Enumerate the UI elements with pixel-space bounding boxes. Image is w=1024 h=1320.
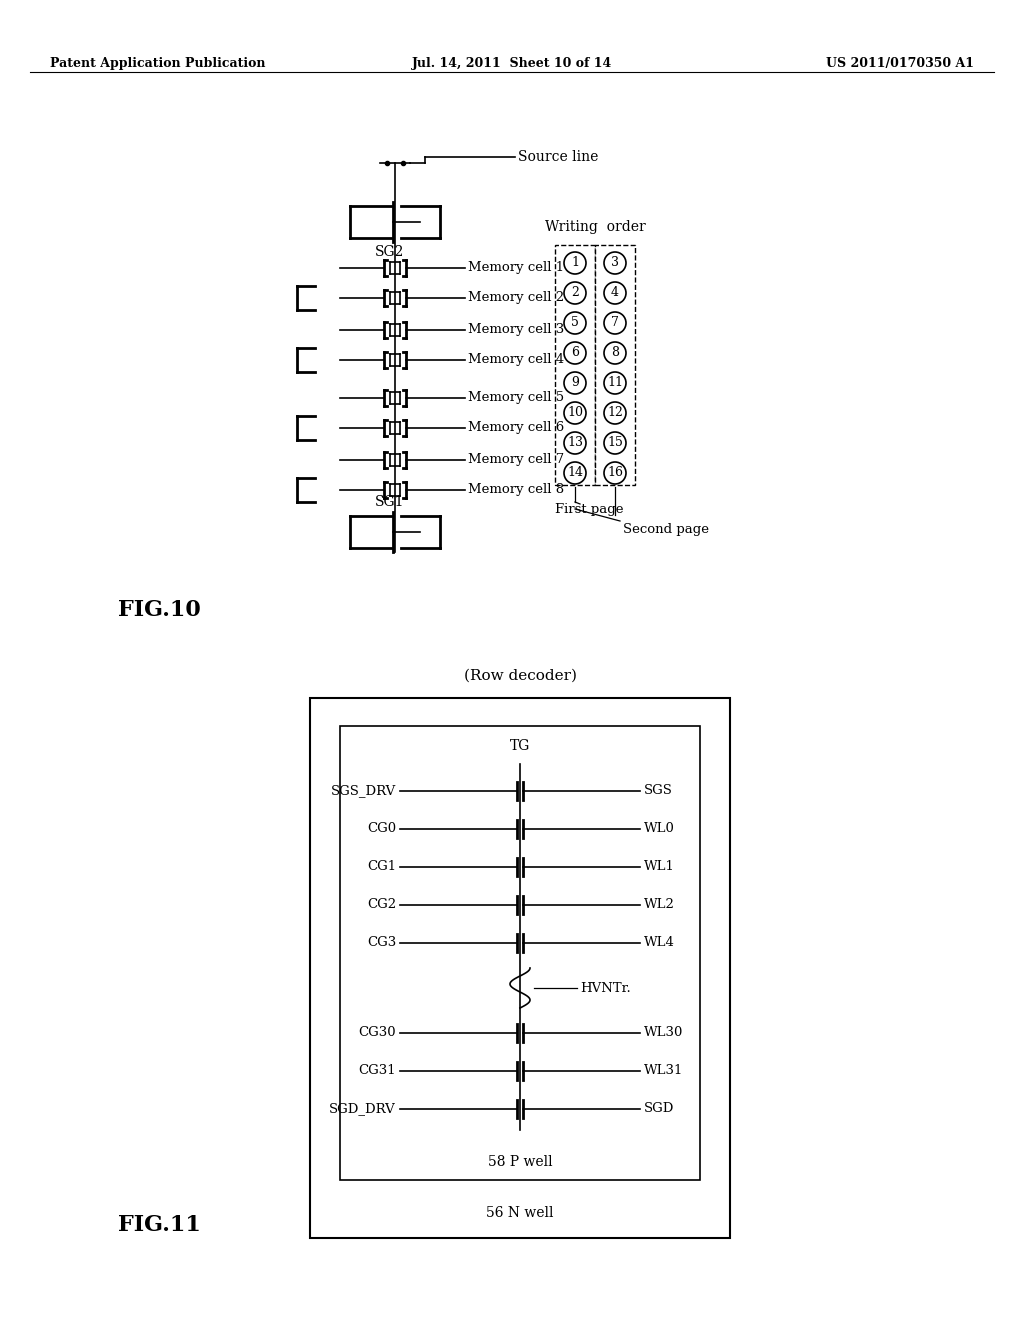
- Text: Memory cell 7: Memory cell 7: [468, 454, 564, 466]
- Text: 2: 2: [571, 286, 579, 300]
- Text: Memory cell 6: Memory cell 6: [468, 421, 564, 434]
- Text: Second page: Second page: [623, 523, 709, 536]
- Text: 6: 6: [571, 346, 579, 359]
- Text: CG3: CG3: [367, 936, 396, 949]
- Text: FIG.11: FIG.11: [118, 1214, 201, 1236]
- Text: WL30: WL30: [644, 1027, 683, 1040]
- Text: SG2: SG2: [375, 246, 404, 259]
- Bar: [555, 246, 595, 484]
- Text: Jul. 14, 2011  Sheet 10 of 14: Jul. 14, 2011 Sheet 10 of 14: [412, 57, 612, 70]
- Bar: [310, 698, 730, 1238]
- Text: 12: 12: [607, 407, 623, 420]
- Text: Writing  order: Writing order: [545, 220, 645, 234]
- Text: 8: 8: [611, 346, 618, 359]
- Text: SGD: SGD: [644, 1102, 675, 1115]
- Text: Patent Application Publication: Patent Application Publication: [50, 57, 265, 70]
- Text: WL31: WL31: [644, 1064, 683, 1077]
- Text: SG1: SG1: [375, 495, 404, 510]
- Text: Memory cell 3: Memory cell 3: [468, 323, 564, 337]
- Text: CG30: CG30: [358, 1027, 396, 1040]
- Text: SGD_DRV: SGD_DRV: [330, 1102, 396, 1115]
- Text: 1: 1: [571, 256, 579, 269]
- Text: 13: 13: [567, 437, 583, 450]
- Text: WL1: WL1: [644, 861, 675, 874]
- Text: Memory cell 1: Memory cell 1: [468, 261, 564, 275]
- Text: US 2011/0170350 A1: US 2011/0170350 A1: [826, 57, 974, 70]
- Text: CG0: CG0: [367, 822, 396, 836]
- Text: WL4: WL4: [644, 936, 675, 949]
- Text: 11: 11: [607, 376, 623, 389]
- Text: Memory cell 8: Memory cell 8: [468, 483, 564, 496]
- Bar: [595, 246, 635, 484]
- Text: CG31: CG31: [358, 1064, 396, 1077]
- Text: HVNTr.: HVNTr.: [580, 982, 631, 994]
- Text: 9: 9: [571, 376, 579, 389]
- Text: 5: 5: [571, 317, 579, 330]
- Text: 4: 4: [611, 286, 618, 300]
- Text: Memory cell 2: Memory cell 2: [468, 292, 564, 305]
- Text: 14: 14: [567, 466, 583, 479]
- Text: WL0: WL0: [644, 822, 675, 836]
- Text: (Row decoder): (Row decoder): [464, 669, 577, 682]
- Text: SGS: SGS: [644, 784, 673, 797]
- Text: Memory cell 5: Memory cell 5: [468, 392, 564, 404]
- Text: 15: 15: [607, 437, 623, 450]
- Text: 10: 10: [567, 407, 583, 420]
- Text: 3: 3: [611, 256, 618, 269]
- Text: TG: TG: [510, 739, 530, 752]
- Text: 16: 16: [607, 466, 623, 479]
- Text: WL2: WL2: [644, 899, 675, 912]
- Text: First page: First page: [555, 503, 624, 516]
- Text: Memory cell 4: Memory cell 4: [468, 354, 564, 367]
- Text: FIG.10: FIG.10: [118, 599, 201, 620]
- Text: Source line: Source line: [518, 150, 598, 164]
- Text: 56 N well: 56 N well: [486, 1206, 554, 1220]
- Text: 58 P well: 58 P well: [487, 1155, 552, 1170]
- Text: CG1: CG1: [367, 861, 396, 874]
- Text: 7: 7: [611, 317, 618, 330]
- Text: CG2: CG2: [367, 899, 396, 912]
- Text: SGS_DRV: SGS_DRV: [331, 784, 396, 797]
- Bar: [340, 726, 700, 1180]
